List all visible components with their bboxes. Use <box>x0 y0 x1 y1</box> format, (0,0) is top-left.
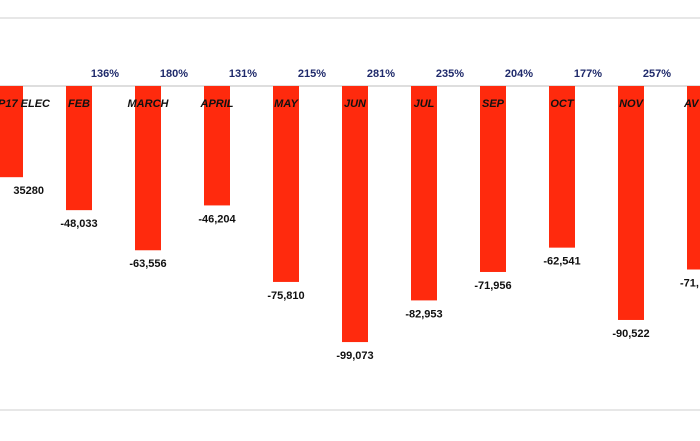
bar <box>135 86 161 251</box>
percent-label: 235% <box>436 68 464 80</box>
category-label: JUL <box>414 98 435 110</box>
percent-label: 204% <box>505 68 533 80</box>
percent-label: 180% <box>160 68 188 80</box>
category-label: JUN <box>344 98 367 110</box>
category-label: MAY <box>274 98 299 110</box>
bar <box>0 86 23 178</box>
percent-label: 215% <box>298 68 326 80</box>
category-label: FEB <box>68 98 90 110</box>
percent-label: 257% <box>643 68 671 80</box>
bar <box>204 86 230 206</box>
category-label: OCT <box>550 98 575 110</box>
value-label: -46,204 <box>198 213 236 225</box>
value-label: -99,073 <box>336 350 373 362</box>
bar <box>549 86 575 248</box>
value-label: -71, <box>680 277 699 289</box>
percent-label: 131% <box>229 68 257 80</box>
value-label: -71,956 <box>474 280 511 292</box>
value-label: -90,522 <box>612 328 649 340</box>
bar <box>66 86 92 211</box>
bar <box>411 86 437 301</box>
value-label: -62,541 <box>543 256 580 268</box>
value-label: -82,953 <box>405 308 442 320</box>
bar <box>342 86 368 343</box>
percent-label: 136% <box>91 68 119 80</box>
value-label: -63,556 <box>129 258 166 270</box>
value-label: -48,033 <box>60 218 97 230</box>
bar <box>618 86 644 320</box>
category-label: P17 ELEC <box>0 98 51 110</box>
category-label: AV <box>683 98 700 110</box>
bar <box>273 86 299 282</box>
category-label: APRIL <box>200 98 234 110</box>
value-label: 35280 <box>13 185 44 197</box>
category-label: SEP <box>482 98 505 110</box>
percent-label: 177% <box>574 68 602 80</box>
category-label: NOV <box>619 98 645 110</box>
percent-label: 281% <box>367 68 395 80</box>
bar <box>480 86 506 272</box>
bar <box>687 86 700 270</box>
category-label: MARCH <box>128 98 170 110</box>
value-label: -75,810 <box>267 290 304 302</box>
